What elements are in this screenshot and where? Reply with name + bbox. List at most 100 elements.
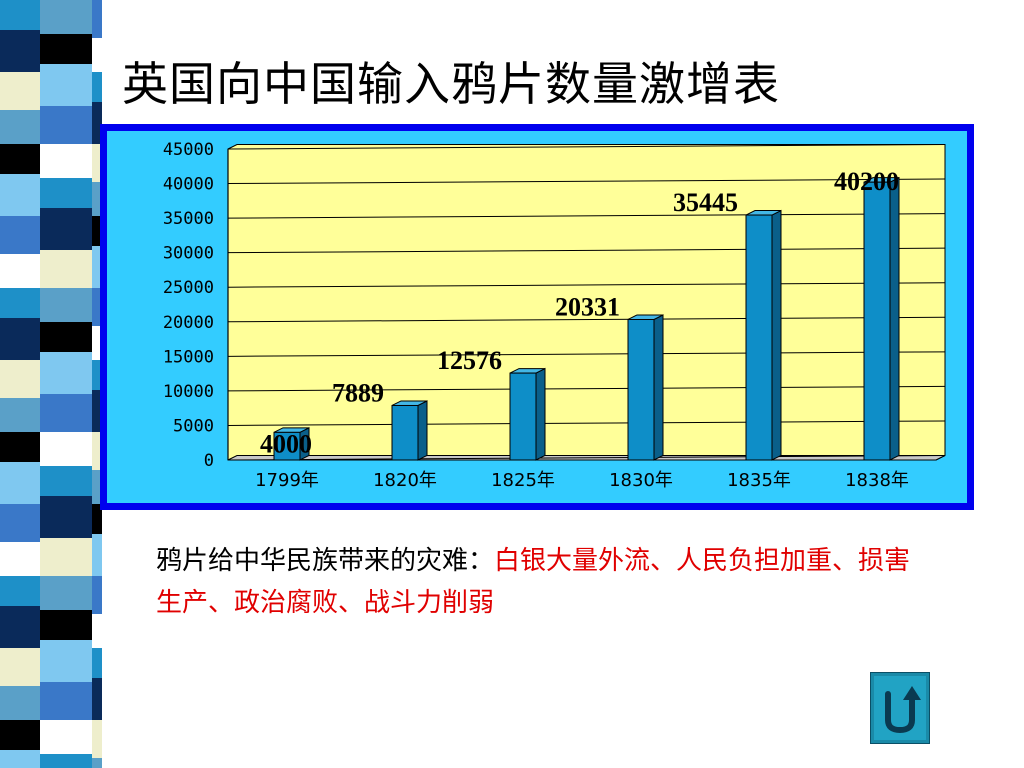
gridline [227,385,946,392]
caption-plain-text: 鸦片给中华民族带来的灾难： [156,546,495,576]
x-tick-label: 1799年 [255,470,319,491]
strip-block [0,606,40,648]
strip-block [40,754,92,768]
strip-block [92,678,102,720]
data-label: 12576 [437,346,502,375]
gridline [227,282,946,288]
strip-block [0,0,40,30]
slide-title: 英国向中国输入鸦片数量激增表 [122,57,780,111]
y-tick-label: 5000 [173,416,214,436]
return-button[interactable] [870,672,930,744]
strip-block [92,648,102,678]
strip-block [40,106,92,144]
y-tick-label: 15000 [163,347,214,367]
strip-block [0,288,40,318]
bar [273,431,301,461]
data-label: 7889 [332,378,384,407]
strip-block [92,0,102,38]
y-tick-label: 40000 [163,175,214,195]
strip-block [0,576,40,606]
u-turn-arrow-icon [885,686,921,734]
data-label: 4000 [260,429,312,458]
strip-block [92,720,102,758]
strip-block [40,0,92,34]
strip-block [92,504,102,534]
strip-block [92,216,102,246]
strip-block [92,182,102,216]
gridline [227,316,946,323]
bar-side [417,400,428,461]
strip-block [40,394,92,432]
x-tick-label: 1820年 [373,470,437,491]
strip-block [92,432,102,470]
y-tick-label: 35000 [163,209,214,229]
strip-block [92,288,102,326]
strip-block [92,470,102,504]
strip-block [40,720,92,754]
gridline [227,213,946,219]
y-tick-label: 10000 [163,382,214,402]
strip-block [40,208,92,250]
gridline [227,351,946,357]
x-tick-label: 1830年 [609,470,673,491]
strip-block [0,462,40,504]
strip-block [40,682,92,720]
caption: 鸦片给中华民族带来的灾难：白银大量外流、人民负担加重、损害生产、政治腐败、战斗力… [156,540,926,624]
strip-block [0,318,40,360]
strip-block [0,750,40,768]
strip-block [0,72,40,110]
gridline [227,144,946,150]
y-tick-label: 30000 [163,244,214,264]
strip-block [0,144,40,174]
strip-block [92,72,102,102]
strip-block [0,174,40,216]
bar-side [535,367,546,461]
strip-block [40,178,92,208]
bar-side [771,209,782,461]
strip-block [92,144,102,182]
bar-side [889,176,900,461]
gridline [227,420,946,426]
strip-block [0,542,40,576]
data-label: 40200 [834,167,899,196]
strip-block [40,64,92,106]
bar [627,318,655,461]
strip-block [92,390,102,432]
bar-side [653,314,664,461]
strip-block [92,534,102,576]
strip-block [0,648,40,686]
caption-highlight-text: 白银大量外流、人民负担加重、损害生产、政治腐败、战斗力削弱 [156,546,911,618]
bar [863,181,891,461]
strip-block [92,576,102,614]
strip-block [0,216,40,254]
strip-block [92,326,102,360]
strip-block [0,360,40,398]
strip-block [0,110,40,144]
strip-block [0,504,40,542]
bar-chart: 0 5000 10000 15000 20000 25000 30000 35000 40000… [100,124,974,510]
strip-block [40,496,92,538]
y-tick-label: 25000 [163,278,214,298]
strip-block [0,398,40,432]
strip-block [0,686,40,720]
strip-block [40,144,92,178]
strip-block [0,432,40,462]
strip-block [92,360,102,390]
strip-block [40,610,92,640]
data-label: 35445 [673,188,738,217]
strip-block [0,254,40,288]
strip-block [92,38,102,72]
strip-block [40,352,92,394]
strip-block [0,30,40,72]
strip-block [40,288,92,322]
gridline [227,455,946,461]
strip-block [92,102,102,144]
strip-block [40,466,92,496]
strip-block [92,614,102,648]
strip-block [40,538,92,576]
x-tick-label: 1825年 [491,470,555,491]
strip-block [40,322,92,352]
y-tick-label: 20000 [163,313,214,333]
strip-block [40,34,92,64]
bar [391,404,419,461]
